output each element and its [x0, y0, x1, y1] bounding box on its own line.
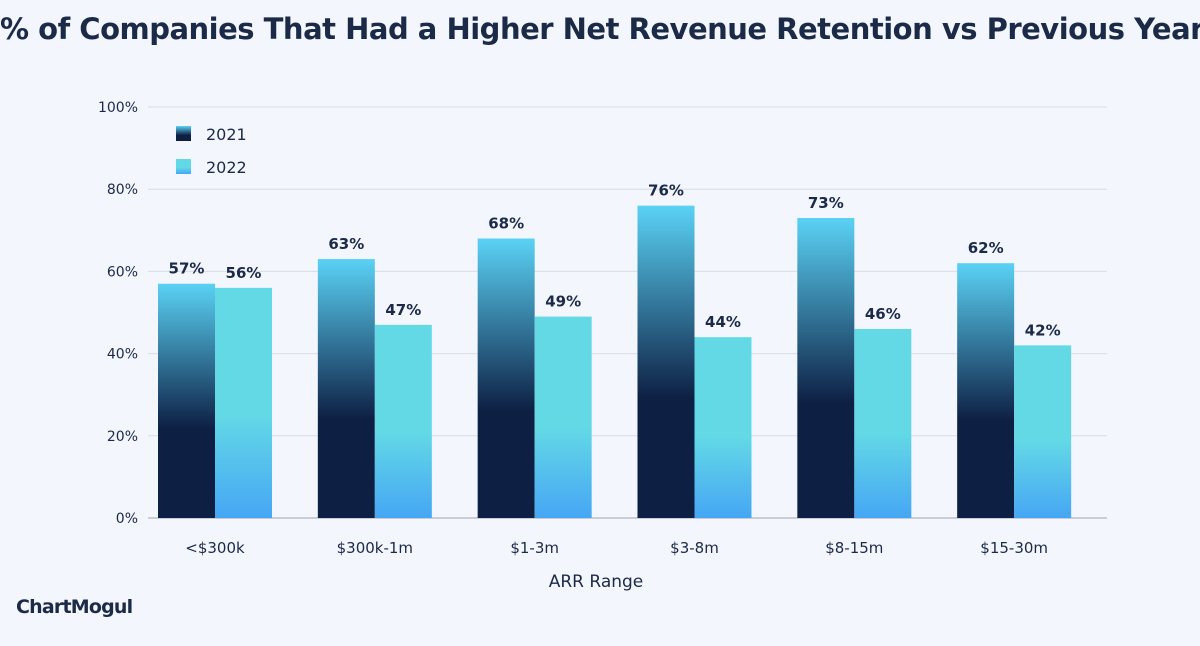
bar-2022-4	[854, 328, 912, 518]
bar-2021-1	[317, 259, 375, 518]
x-tick-label: $3-8m	[670, 539, 719, 557]
legend-swatch-2022	[176, 159, 191, 174]
y-tick-label: 80%	[107, 182, 138, 198]
data-labels: 57% 56% 63% 47% 68% 49% 76% 44% 73% 46% 62% 42%	[169, 182, 1061, 340]
y-axis-tick-labels: 0% 20% 40% 60% 80% 100%	[98, 100, 138, 527]
data-label: 73%	[808, 194, 844, 212]
chartmogul-logo: ChartMogul	[16, 596, 133, 618]
bar-2021-5	[957, 263, 1015, 518]
data-label: 46%	[865, 305, 901, 323]
data-label: 57%	[169, 260, 205, 278]
x-tick-label: $300k-1m	[337, 539, 413, 557]
data-label: 44%	[705, 313, 741, 331]
chart-title: % of Companies That Had a Higher Net Rev…	[0, 12, 1200, 46]
bar-2022-3	[694, 337, 752, 518]
x-tick-label: $15-30m	[980, 539, 1048, 557]
legend-label: 2021	[206, 125, 247, 144]
bar-2022-5	[1014, 345, 1072, 518]
data-label: 42%	[1025, 321, 1061, 339]
y-tick-label: 20%	[107, 429, 138, 445]
bar-2022-0	[215, 287, 272, 518]
data-label: 47%	[385, 301, 421, 319]
y-tick-label: 0%	[116, 511, 138, 527]
bar-2021-0	[158, 283, 215, 518]
bars	[158, 205, 1072, 518]
legend-swatch-2021	[176, 126, 191, 141]
y-tick-label: 100%	[98, 100, 138, 116]
data-label: 68%	[488, 215, 524, 233]
data-label: 76%	[648, 182, 684, 200]
data-label: 49%	[545, 293, 581, 311]
data-label: 63%	[328, 235, 364, 253]
legend: 2021 2022	[176, 125, 247, 177]
bar-2022-2	[534, 316, 592, 518]
bar-2021-4	[797, 217, 855, 518]
x-tick-label: $8-15m	[825, 539, 883, 557]
x-tick-label: <$300k	[185, 539, 245, 557]
legend-label: 2022	[206, 158, 247, 177]
y-tick-label: 60%	[107, 264, 138, 280]
data-label: 56%	[226, 264, 262, 282]
x-tick-label: $1-3m	[510, 539, 559, 557]
x-axis-title: ARR Range	[549, 572, 644, 592]
y-tick-label: 40%	[107, 347, 138, 363]
bar-2021-3	[637, 205, 695, 518]
x-axis-tick-labels: <$300k $300k-1m $1-3m $3-8m $8-15m $15-30m	[185, 539, 1048, 557]
bar-2022-1	[374, 324, 432, 518]
bar-2021-2	[477, 238, 535, 518]
data-label: 62%	[968, 239, 1004, 257]
gridlines	[148, 106, 1107, 519]
